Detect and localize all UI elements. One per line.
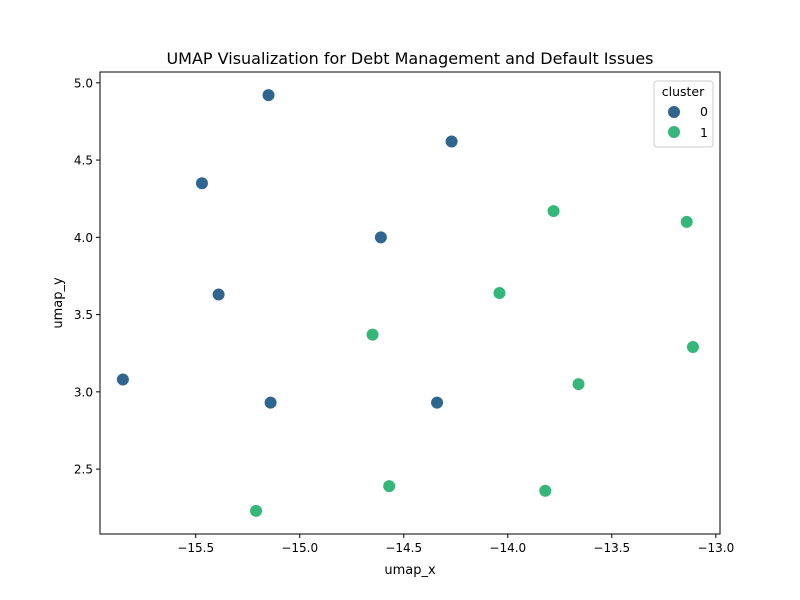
legend-marker-cluster-0 [667,105,681,119]
point-cluster-0-2 [194,176,209,191]
point-cluster-1-0 [546,204,561,219]
point-cluster-1-6 [382,479,397,494]
legend: cluster 0 1 [653,80,714,148]
y-tick-label: 5.0 [74,76,93,90]
x-tick-label: −14.5 [385,541,422,555]
point-cluster-0-4 [211,287,226,302]
plot-area-frame [99,71,721,535]
point-cluster-1-1 [679,214,694,229]
point-cluster-0-0 [261,88,276,103]
point-cluster-1-2 [492,285,507,300]
point-cluster-0-7 [430,395,445,410]
point-cluster-1-3 [365,327,380,342]
points-layer [115,88,700,518]
point-cluster-1-5 [571,377,586,392]
point-cluster-0-6 [263,395,278,410]
y-tick-label: 4.0 [74,231,93,245]
legend-label-cluster-1: 1 [700,125,708,140]
legend-marker-cluster-1 [667,125,681,139]
point-cluster-1-8 [249,503,264,518]
y-axis: 2.5 3.0 3.5 4.0 4.5 5.0 [74,76,100,477]
point-cluster-0-3 [373,230,388,245]
x-tick-label: −15.0 [281,541,318,555]
y-tick-label: 4.5 [74,154,93,168]
point-cluster-1-4 [685,340,700,355]
legend-label-cluster-0: 0 [700,104,708,119]
x-axis: −15.5 −15.0 −14.5 −14.0 −13.5 −13.0 [177,534,734,555]
legend-title: cluster [662,84,705,99]
x-tick-label: −13.5 [593,541,630,555]
y-tick-label: 2.5 [74,463,93,477]
x-tick-label: −14.0 [489,541,526,555]
x-axis-label: umap_x [384,563,436,578]
x-tick-label: −13.0 [697,541,734,555]
y-axis-label: umap_y [51,277,66,329]
point-cluster-0-1 [444,134,459,149]
y-tick-label: 3.5 [74,308,93,322]
chart-title: UMAP Visualization for Debt Management a… [166,49,653,68]
point-cluster-1-7 [538,483,553,498]
point-cluster-0-5 [115,372,130,387]
x-tick-label: −15.5 [177,541,214,555]
y-tick-label: 3.0 [74,385,93,399]
